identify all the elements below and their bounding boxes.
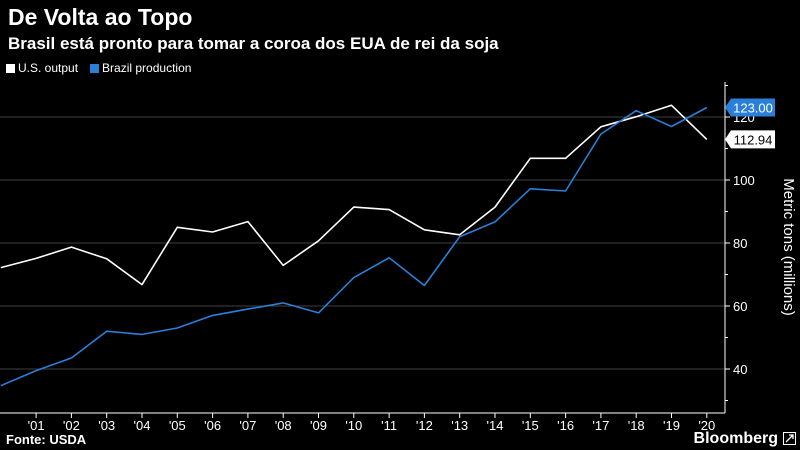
legend-swatch-brazil (90, 63, 100, 73)
x-tick-label: '02 (63, 418, 80, 433)
gridlines (0, 116, 725, 370)
brazil-end-label: 123.00 (725, 98, 775, 117)
us-end-label-box (725, 130, 775, 149)
x-tick-label: '06 (204, 418, 221, 433)
y-tick-label-40: 40 (733, 362, 747, 377)
brand-logo: Bloomberg (693, 430, 778, 447)
x-tick-label: '20 (698, 418, 715, 433)
x-tick-label: '10 (345, 418, 362, 433)
x-tick-label: '04 (134, 418, 151, 433)
x-tick-label: '14 (487, 418, 504, 433)
x-tick-label: '01 (28, 418, 45, 433)
x-tick-label: '15 (522, 418, 539, 433)
x-tick-label: '05 (169, 418, 186, 433)
brazil-end-label-text: 123.00 (733, 101, 773, 116)
legend-item-us: U.S. output (6, 61, 78, 75)
x-tick-label: '08 (275, 418, 292, 433)
chart-subtitle: Brasil está pronto para tomar a coroa do… (8, 34, 499, 53)
y-tick-label-80: 80 (733, 236, 747, 251)
x-tick-label: '13 (451, 418, 468, 433)
y-axis-title: Metric tons (millions) (780, 178, 797, 316)
x-tick-label: '18 (628, 418, 645, 433)
legend-item-brazil: Brazil production (90, 61, 191, 75)
x-tick-label: '03 (98, 418, 115, 433)
us-end-label: 112.94 (725, 130, 775, 149)
legend: U.S. output Brazil production (6, 60, 203, 76)
brazil-end-label-box (725, 98, 775, 117)
legend-label-us: U.S. output (18, 61, 79, 75)
us-output-line (0, 104, 708, 286)
expand-icon[interactable] (783, 432, 796, 445)
brazil-production-line (0, 106, 708, 387)
us-end-label-text: 112.94 (734, 132, 773, 147)
source-note: Fonte: USDA (6, 432, 87, 447)
x-tick-label: '17 (592, 418, 609, 433)
legend-swatch-us (6, 63, 15, 73)
x-tick-label: '16 (557, 418, 574, 433)
chart-title: De Volta ao Topo (8, 4, 193, 30)
x-tick-label: '07 (239, 418, 256, 433)
x-tick-label: '19 (663, 418, 680, 433)
x-tick-label: '11 (381, 418, 397, 433)
x-tick-label: '12 (416, 418, 433, 433)
y-tick-label-60: 60 (733, 299, 747, 314)
y-tick-label-100: 100 (733, 173, 755, 188)
x-tick-label: '09 (310, 418, 327, 433)
series-lines (0, 104, 708, 387)
legend-label-brazil: Brazil production (102, 61, 192, 75)
